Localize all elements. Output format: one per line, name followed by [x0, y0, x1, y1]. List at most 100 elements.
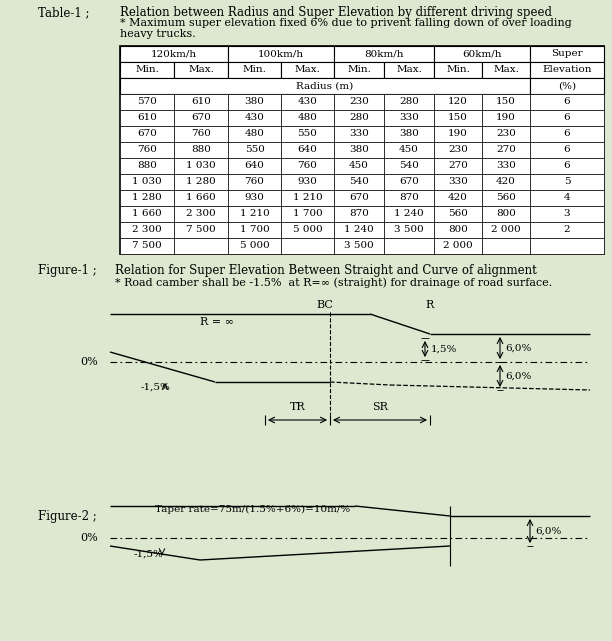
Text: 610: 610: [191, 97, 211, 106]
Text: 450: 450: [399, 146, 419, 154]
Text: 190: 190: [448, 129, 468, 138]
Bar: [530, 222, 604, 238]
Bar: [334, 190, 384, 206]
Text: Max.: Max.: [396, 65, 422, 74]
Bar: [384, 142, 434, 158]
Text: 760: 760: [297, 162, 318, 171]
Bar: [281, 110, 334, 126]
Text: Relation between Radius and Super Elevation by different driving speed: Relation between Radius and Super Elevat…: [120, 6, 552, 19]
Text: 6: 6: [564, 97, 570, 106]
Text: Taper rate=75m/(1.5%+6%)=10m/%: Taper rate=75m/(1.5%+6%)=10m/%: [155, 505, 350, 514]
Bar: [281, 94, 334, 110]
Bar: [228, 222, 281, 238]
Text: 480: 480: [245, 129, 264, 138]
Bar: [482, 174, 530, 190]
Bar: [174, 222, 228, 238]
Text: 7 500: 7 500: [186, 226, 216, 235]
Text: 120: 120: [448, 97, 468, 106]
Bar: [174, 142, 228, 158]
Text: * Road camber shall be -1.5%  at R=∞ (straight) for drainage of road surface.: * Road camber shall be -1.5% at R=∞ (str…: [115, 277, 552, 288]
Bar: [174, 110, 228, 126]
Bar: [434, 206, 482, 222]
Text: 330: 330: [496, 162, 516, 171]
Bar: [334, 174, 384, 190]
Text: 380: 380: [245, 97, 264, 106]
Text: R = ∞: R = ∞: [200, 317, 234, 327]
Bar: [174, 126, 228, 142]
Bar: [434, 158, 482, 174]
Text: 6: 6: [564, 162, 570, 171]
Text: 1 660: 1 660: [132, 210, 162, 219]
Bar: [334, 94, 384, 110]
Text: 6,0%: 6,0%: [505, 372, 531, 381]
Bar: [482, 142, 530, 158]
Bar: [384, 238, 434, 254]
Bar: [120, 142, 174, 158]
Text: 1 280: 1 280: [186, 178, 216, 187]
Text: Min.: Min.: [446, 65, 470, 74]
Bar: [228, 110, 281, 126]
Bar: [482, 126, 530, 142]
Bar: [530, 126, 604, 142]
Text: 430: 430: [245, 113, 264, 122]
Bar: [434, 46, 530, 62]
Bar: [281, 222, 334, 238]
Text: 1 240: 1 240: [394, 210, 424, 219]
Text: 230: 230: [448, 146, 468, 154]
Text: 800: 800: [496, 210, 516, 219]
Bar: [482, 206, 530, 222]
Text: 1,5%: 1,5%: [431, 344, 457, 353]
Bar: [281, 174, 334, 190]
Text: 3 500: 3 500: [344, 242, 374, 251]
Text: (%): (%): [558, 81, 576, 90]
Bar: [174, 158, 228, 174]
Bar: [120, 206, 174, 222]
Bar: [482, 238, 530, 254]
Text: 5: 5: [564, 178, 570, 187]
Text: 930: 930: [297, 178, 318, 187]
Text: SR: SR: [372, 402, 388, 412]
Text: 230: 230: [349, 97, 369, 106]
Text: 670: 670: [349, 194, 369, 203]
Text: 1 700: 1 700: [240, 226, 269, 235]
Bar: [174, 190, 228, 206]
Text: R: R: [426, 300, 434, 310]
Bar: [281, 62, 334, 78]
Text: 280: 280: [349, 113, 369, 122]
Bar: [120, 78, 530, 94]
Bar: [434, 222, 482, 238]
Bar: [120, 110, 174, 126]
Text: 150: 150: [496, 97, 516, 106]
Text: 420: 420: [496, 178, 516, 187]
Bar: [384, 206, 434, 222]
Text: 3 500: 3 500: [394, 226, 424, 235]
Text: 2 000: 2 000: [491, 226, 521, 235]
Text: 870: 870: [399, 194, 419, 203]
Bar: [434, 62, 482, 78]
Text: 0%: 0%: [80, 533, 98, 543]
Text: 480: 480: [297, 113, 318, 122]
Bar: [228, 174, 281, 190]
Text: 760: 760: [245, 178, 264, 187]
Text: * Maximum super elevation fixed 6% due to privent falling down of over loading: * Maximum super elevation fixed 6% due t…: [120, 18, 572, 28]
Text: Min.: Min.: [135, 65, 159, 74]
Text: Relation for Super Elevation Between Straight and Curve of alignment: Relation for Super Elevation Between Str…: [115, 264, 537, 277]
Bar: [482, 110, 530, 126]
Bar: [120, 158, 174, 174]
Text: 560: 560: [448, 210, 468, 219]
Text: 60km/h: 60km/h: [462, 49, 502, 58]
Bar: [120, 126, 174, 142]
Text: 270: 270: [496, 146, 516, 154]
Bar: [228, 158, 281, 174]
Text: Super: Super: [551, 49, 583, 58]
Text: 610: 610: [137, 113, 157, 122]
Text: 760: 760: [191, 129, 211, 138]
Bar: [174, 238, 228, 254]
Bar: [530, 142, 604, 158]
Bar: [434, 190, 482, 206]
Text: 380: 380: [399, 129, 419, 138]
Text: Max.: Max.: [188, 65, 214, 74]
Bar: [530, 158, 604, 174]
Text: 1 030: 1 030: [132, 178, 162, 187]
Bar: [174, 94, 228, 110]
